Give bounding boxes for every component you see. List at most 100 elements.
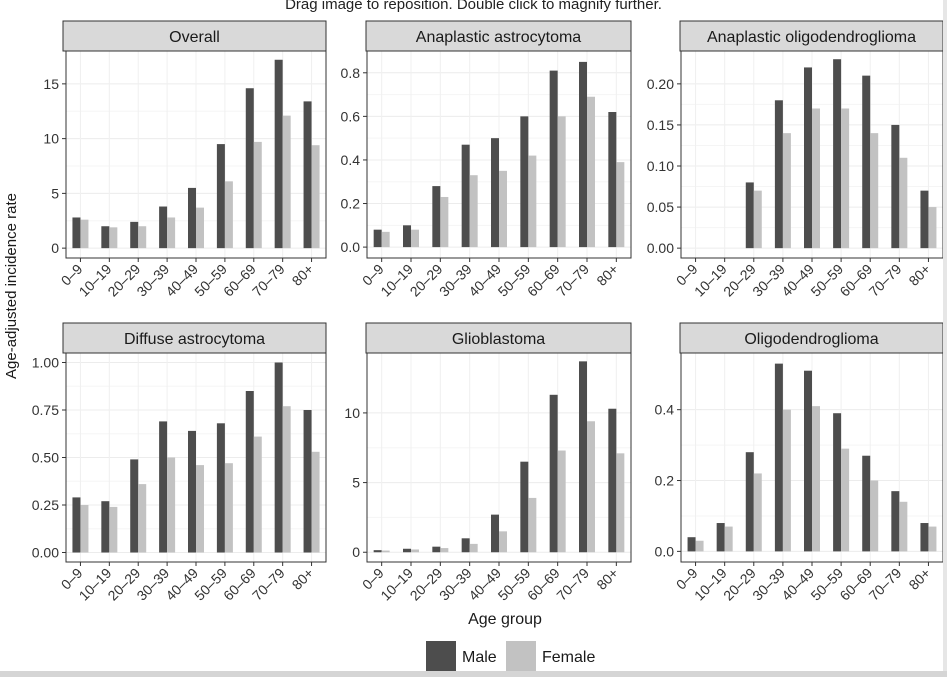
panel-2: Anaplastic astrocytoma0–910–1920–2930–39… [341,20,632,300]
bar-male [774,363,783,552]
bar-male [745,182,754,249]
bar-male [833,413,842,552]
x-tick-label: 30–39 [436,261,475,300]
y-tick-label: 0.15 [647,117,674,133]
bar-female [616,453,625,553]
bar-male [549,70,558,248]
bar-male [130,221,139,249]
bar-male [608,408,617,553]
bar-female [138,484,147,553]
bar-female [841,108,850,249]
panel-border [366,50,632,259]
x-tick-label: 60–69 [524,261,563,300]
bar-female [870,133,879,249]
bar-male [862,75,871,249]
bar-male [520,116,529,248]
x-tick-label: 70–79 [553,565,592,604]
bar-male [608,112,617,248]
bar-male [716,523,725,552]
bar-female [253,436,262,553]
y-tick-label: 1.00 [32,355,59,371]
bar-male [491,514,499,553]
bar-female [411,549,419,553]
bar-female [499,170,507,248]
bar-male [72,497,81,553]
bar-male [403,225,411,248]
bar-male [403,548,411,553]
x-tick-label: 70–79 [866,565,905,604]
bar-male [920,190,929,249]
bar-female [557,450,566,553]
y-tick-label: 0.0 [341,239,361,255]
legend-label-female: Female [542,649,595,666]
bar-female [253,141,262,249]
bar-female [381,231,390,248]
y-tick-label: 0.00 [647,240,674,256]
bar-female [587,421,595,553]
bar-male [373,550,382,553]
x-tick-label: 40–49 [778,565,817,604]
bar-male [432,546,441,553]
panel-strip [62,322,327,354]
legend-swatch-female [506,641,536,671]
bar-female [499,531,507,553]
bar-female [870,480,879,552]
bar-female [381,550,390,553]
y-tick-label: 0 [51,240,59,256]
bar-female [311,451,320,553]
bar-female [282,406,291,553]
bar-male [245,88,254,249]
x-tick-label: 50–59 [495,565,534,604]
bar-male [804,370,812,552]
bar-female [782,409,791,552]
panel-title: Glioblastoma [452,331,545,348]
bar-male [491,138,499,248]
panel-6: Oligodendroglioma0–910–1920–2930–3940–49… [655,322,943,604]
x-tick-label: 40–49 [465,261,504,300]
y-tick-label: 0.2 [341,196,361,212]
bar-female [167,217,176,249]
x-axis-title: Age group [468,611,542,628]
x-tick-label: 50–59 [495,261,534,300]
bar-male [549,394,558,553]
viewer-scroll-edge [943,0,947,671]
bar-male [920,523,929,552]
panel-5: Glioblastoma0–910–1920–2930–3940–4950–59… [344,322,632,604]
bar-female [841,448,850,552]
x-tick-label: 10–19 [691,565,730,604]
panel-title: Diffuse astrocytoma [124,331,265,348]
bar-female [469,543,478,553]
panel-border [680,50,943,259]
viewer-bottom-bar [0,671,947,677]
bar-female [928,526,937,552]
y-tick-label: 0.10 [647,158,674,174]
bar-male [72,217,81,249]
x-tick-label: 80+ [593,565,621,593]
x-tick-label: 20–29 [720,261,759,300]
x-tick-label: 20–29 [720,565,759,604]
y-tick-label: 5 [51,185,59,201]
y-tick-label: 5 [352,475,360,491]
y-tick-label: 0.75 [32,402,59,418]
bar-female [587,96,595,248]
y-tick-label: 0.05 [647,199,674,215]
x-tick-label: 60–69 [836,565,875,604]
y-axis-title: Age-adjusted incidence rate [3,193,20,379]
bar-female [109,506,118,553]
y-tick-label: 0.20 [647,76,674,92]
x-tick-label: 10–19 [377,565,416,604]
x-tick-label: 40–49 [465,565,504,604]
bar-male [891,491,900,552]
bar-female [469,175,478,248]
bar-male [101,226,110,249]
panel-4: Diffuse astrocytoma0–910–1920–2930–3940–… [32,322,327,604]
bar-female [724,526,733,552]
x-tick-label: 10–19 [377,261,416,300]
bar-female [196,207,204,249]
bar-female [411,229,419,248]
y-tick-label: 0.50 [32,450,59,466]
x-tick-label: 30–39 [749,565,788,604]
y-tick-label: 0.2 [655,473,675,489]
bar-female [282,115,291,249]
